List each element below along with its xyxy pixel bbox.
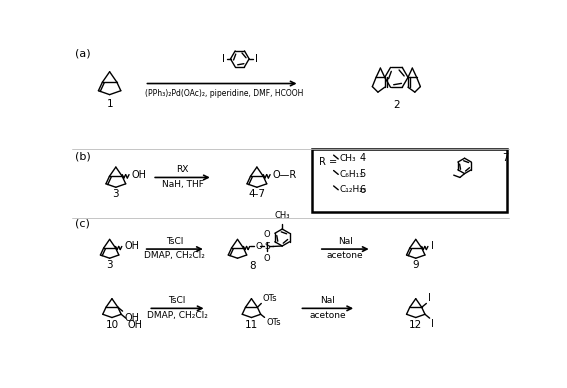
Text: NaI: NaI [338,237,353,246]
Text: 11: 11 [245,320,258,330]
Text: I: I [431,319,434,329]
Text: NaH, THF: NaH, THF [162,180,204,189]
Text: CH₃: CH₃ [274,211,290,220]
Text: O: O [264,230,270,239]
Text: 3: 3 [112,189,119,199]
Text: (c): (c) [75,218,90,228]
Text: I: I [428,293,431,303]
Text: OTs: OTs [266,318,281,327]
Text: I: I [222,54,225,64]
Text: DMAP, CH₂Cl₂: DMAP, CH₂Cl₂ [147,311,208,320]
Text: I: I [255,54,257,64]
Text: 5: 5 [359,170,365,179]
Text: TsCl: TsCl [168,296,186,305]
Text: 6: 6 [359,185,365,195]
Text: 1: 1 [107,99,113,109]
Text: 2: 2 [393,100,400,110]
Text: (PPh₃)₂Pd(OAc)₂, piperidine, DMF, HCOOH: (PPh₃)₂Pd(OAc)₂, piperidine, DMF, HCOOH [145,89,303,98]
Text: (a): (a) [75,48,90,58]
Text: C₆H₁₃: C₆H₁₃ [339,170,363,179]
Text: 7: 7 [502,153,508,163]
Text: I: I [431,241,434,251]
Text: O: O [264,254,270,263]
Text: OH: OH [128,320,142,331]
Text: NaI: NaI [320,296,335,305]
Text: 9: 9 [412,260,419,270]
Text: O—R: O—R [272,170,297,180]
Text: OTs: OTs [263,294,277,303]
Text: DMAP, CH₂Cl₂: DMAP, CH₂Cl₂ [144,251,205,260]
Text: R =: R = [319,157,340,167]
Text: acetone: acetone [309,311,346,320]
Text: 8: 8 [249,261,256,271]
Text: 10: 10 [105,320,119,330]
Text: acetone: acetone [327,251,363,260]
Text: OH: OH [124,241,139,251]
Text: 3: 3 [107,260,113,270]
Text: TsCl: TsCl [166,237,183,246]
Text: OH: OH [124,314,139,324]
Text: CH₃: CH₃ [339,154,356,163]
Text: S: S [264,242,270,251]
Text: 4: 4 [359,153,365,163]
Text: RX: RX [176,165,189,174]
Text: 12: 12 [409,320,422,330]
Text: (b): (b) [75,151,91,161]
Text: OH: OH [132,170,146,180]
FancyBboxPatch shape [312,149,507,212]
Text: C₁₂H₂₅: C₁₂H₂₅ [339,185,366,194]
Text: 4-7: 4-7 [248,189,265,199]
Text: O: O [255,242,262,251]
